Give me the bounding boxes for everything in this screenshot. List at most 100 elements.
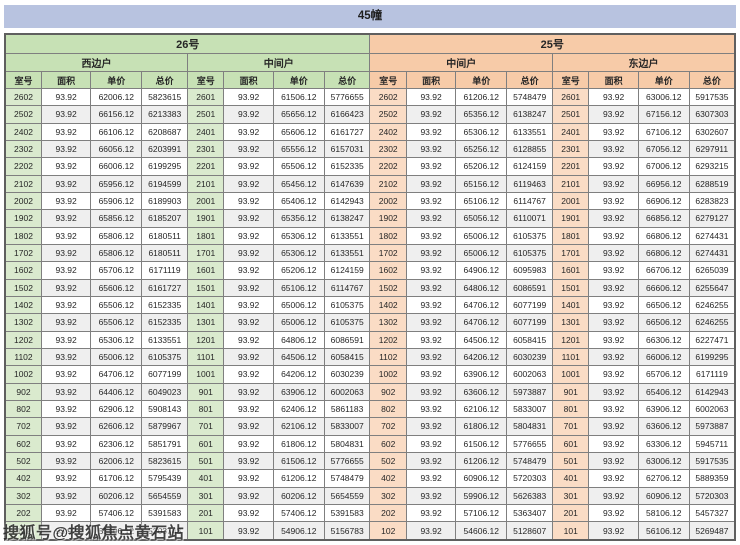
total-price-cell: 6185207 <box>141 209 188 228</box>
unit-price-cell: 66906.12 <box>637 191 690 211</box>
table-row: 402 93.92 61706.12 5795439 401 93.92 61206.12 5… <box>4 469 736 488</box>
unit-type-header: 东边户 <box>551 53 736 72</box>
unit-price-cell: 62606.12 <box>90 417 143 436</box>
unit-price-cell: 64706.12 <box>455 295 508 315</box>
room-cell: 2002 <box>4 191 42 211</box>
total-price-cell: 6288519 <box>688 174 736 193</box>
room-cell: 901 <box>551 382 590 401</box>
room-cell: 1402 <box>369 295 407 315</box>
room-cell: 2002 <box>369 191 407 211</box>
total-price-cell: 6171119 <box>141 261 188 280</box>
total-price-cell: 6002063 <box>506 365 553 384</box>
room-cell: 501 <box>551 451 590 471</box>
area-cell: 93.92 <box>588 105 639 124</box>
total-price-cell: 5363407 <box>506 503 553 523</box>
area-cell: 93.92 <box>588 521 639 541</box>
unit-price-cell: 65406.12 <box>272 191 325 211</box>
area-cell: 93.92 <box>223 122 274 141</box>
table-row: 1702 93.92 65806.12 6180511 1701 93.92 65306.1… <box>4 243 736 263</box>
total-price-cell: 6152335 <box>141 295 188 315</box>
room-cell: 1101 <box>551 347 590 367</box>
area-cell: 93.92 <box>40 209 92 228</box>
total-price-cell: 6302607 <box>688 122 736 141</box>
table-row: 1202 93.92 65306.12 6133551 1201 93.92 64806.1… <box>4 330 736 349</box>
column-header: 室号 <box>186 71 225 89</box>
building-header: 26号 <box>4 33 371 54</box>
unit-type-header: 中间户 <box>369 53 553 72</box>
unit-price-cell: 63606.12 <box>455 382 508 401</box>
column-header: 面积 <box>40 71 92 89</box>
area-cell: 93.92 <box>223 174 274 193</box>
room-cell: 401 <box>186 469 225 488</box>
area-cell: 93.92 <box>223 521 274 541</box>
area-cell: 93.92 <box>223 347 274 367</box>
unit-price-cell: 66806.12 <box>637 243 690 263</box>
unit-price-cell: 62106.12 <box>455 399 508 419</box>
unit-price-cell: 63906.12 <box>272 382 325 401</box>
column-header: 室号 <box>551 71 590 89</box>
total-price-cell: 6189903 <box>141 191 188 211</box>
area-cell: 93.92 <box>405 330 457 349</box>
unit-price-cell: 66706.12 <box>637 261 690 280</box>
area-cell: 93.92 <box>588 503 639 523</box>
unit-type-row: 西边户 中间户 中间户 东边户 <box>4 53 736 72</box>
total-price-cell: 5917535 <box>688 451 736 471</box>
table-row: 1902 93.92 65856.12 6185207 1901 93.92 65356.1… <box>4 209 736 228</box>
column-header: 单价 <box>90 71 143 89</box>
unit-price-cell: 63906.12 <box>455 365 508 384</box>
area-cell: 93.92 <box>405 469 457 488</box>
room-cell: 201 <box>186 503 225 523</box>
unit-price-cell: 64706.12 <box>455 313 508 332</box>
room-cell: 1901 <box>551 209 590 228</box>
unit-price-cell: 64506.12 <box>272 347 325 367</box>
room-cell: 802 <box>4 399 42 419</box>
area-cell: 93.92 <box>40 243 92 263</box>
room-cell: 1501 <box>186 278 225 297</box>
unit-price-cell: 64806.12 <box>272 330 325 349</box>
area-cell: 93.92 <box>223 157 274 176</box>
total-price-cell: 5720303 <box>688 486 736 505</box>
room-cell: 1602 <box>369 261 407 280</box>
unit-price-cell: 63306.12 <box>637 434 690 453</box>
unit-price-cell: 61506.12 <box>455 434 508 453</box>
total-price-cell: 5654559 <box>323 486 371 505</box>
room-cell: 2102 <box>4 174 42 193</box>
room-cell: 1102 <box>369 347 407 367</box>
total-price-cell: 5391583 <box>323 503 371 523</box>
area-cell: 93.92 <box>405 105 457 124</box>
area-cell: 93.92 <box>223 382 274 401</box>
area-cell: 93.92 <box>223 313 274 332</box>
area-cell: 93.92 <box>40 261 92 280</box>
total-price-cell: 5804831 <box>506 417 553 436</box>
area-cell: 93.92 <box>40 469 92 488</box>
area-cell: 93.92 <box>40 347 92 367</box>
total-price-cell: 5908143 <box>141 399 188 419</box>
unit-price-cell: 65956.12 <box>90 174 143 193</box>
column-header: 面积 <box>405 71 457 89</box>
unit-price-cell: 61206.12 <box>455 451 508 471</box>
area-cell: 93.92 <box>223 451 274 471</box>
area-cell: 93.92 <box>405 313 457 332</box>
area-cell: 93.92 <box>40 278 92 297</box>
room-cell: 1601 <box>551 261 590 280</box>
unit-price-cell: 65606.12 <box>272 122 325 141</box>
unit-price-cell: 66856.12 <box>637 209 690 228</box>
column-header: 面积 <box>588 71 639 89</box>
total-price-cell: 6180511 <box>141 243 188 263</box>
room-cell: 2401 <box>186 122 225 141</box>
room-cell: 1602 <box>4 261 42 280</box>
area-cell: 93.92 <box>223 105 274 124</box>
area-cell: 93.92 <box>40 174 92 193</box>
area-cell: 93.92 <box>588 365 639 384</box>
area-cell: 93.92 <box>405 191 457 211</box>
total-price-cell: 6105375 <box>323 295 371 315</box>
total-price-cell: 6086591 <box>323 330 371 349</box>
total-price-cell: 6161727 <box>323 122 371 141</box>
total-price-cell: 6307303 <box>688 105 736 124</box>
area-cell: 93.92 <box>588 122 639 141</box>
area-cell: 93.92 <box>405 521 457 541</box>
room-cell: 301 <box>551 486 590 505</box>
total-price-cell: 6208687 <box>141 122 188 141</box>
unit-price-cell: 61806.12 <box>455 417 508 436</box>
room-cell: 1701 <box>551 243 590 263</box>
